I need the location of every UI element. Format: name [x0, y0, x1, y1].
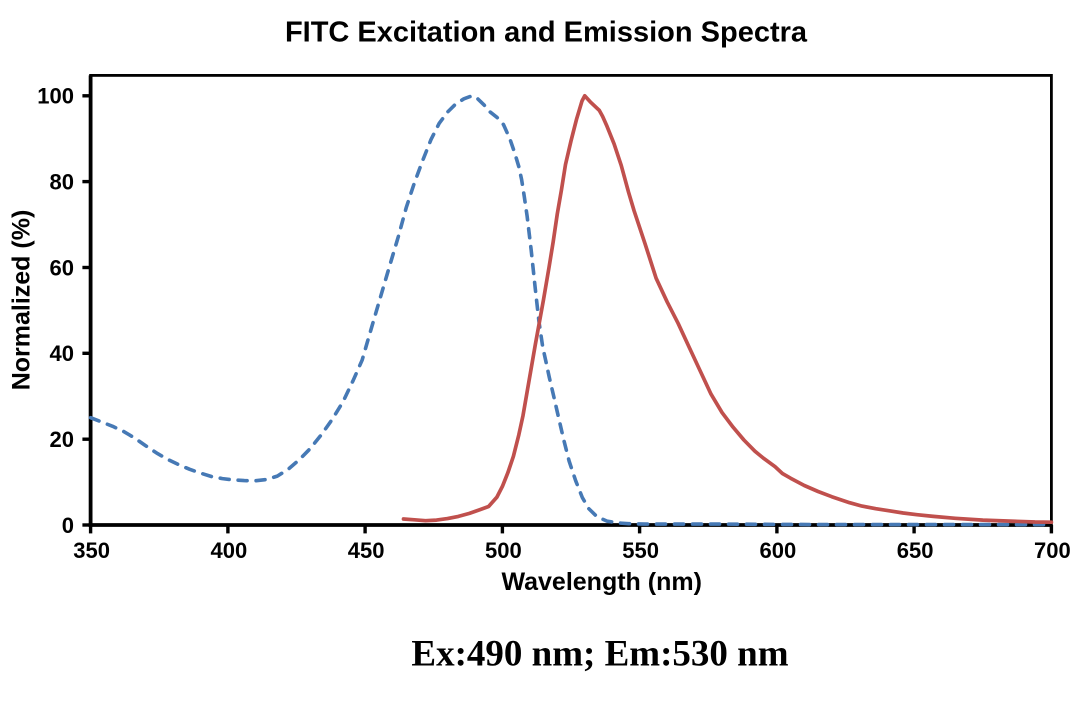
- svg-text:40: 40: [50, 341, 74, 366]
- svg-text:80: 80: [50, 170, 74, 195]
- svg-text:700: 700: [1034, 538, 1071, 563]
- svg-text:Wavelength (nm): Wavelength (nm): [501, 568, 701, 596]
- svg-text:350: 350: [73, 538, 110, 563]
- svg-text:Normalized (%): Normalized (%): [8, 210, 36, 391]
- svg-text:650: 650: [897, 538, 934, 563]
- svg-text:100: 100: [37, 84, 74, 109]
- svg-text:60: 60: [50, 255, 74, 280]
- svg-text:450: 450: [348, 538, 385, 563]
- svg-text:600: 600: [760, 538, 797, 563]
- svg-text:550: 550: [622, 538, 659, 563]
- svg-text:FITC Excitation and Emission S: FITC Excitation and Emission Spectra: [285, 17, 808, 49]
- svg-text:0: 0: [62, 513, 74, 538]
- svg-text:20: 20: [50, 427, 74, 452]
- svg-text:400: 400: [211, 538, 248, 563]
- svg-text:Ex:490 nm; Em:530 nm: Ex:490 nm; Em:530 nm: [411, 634, 788, 675]
- svg-text:500: 500: [485, 538, 522, 563]
